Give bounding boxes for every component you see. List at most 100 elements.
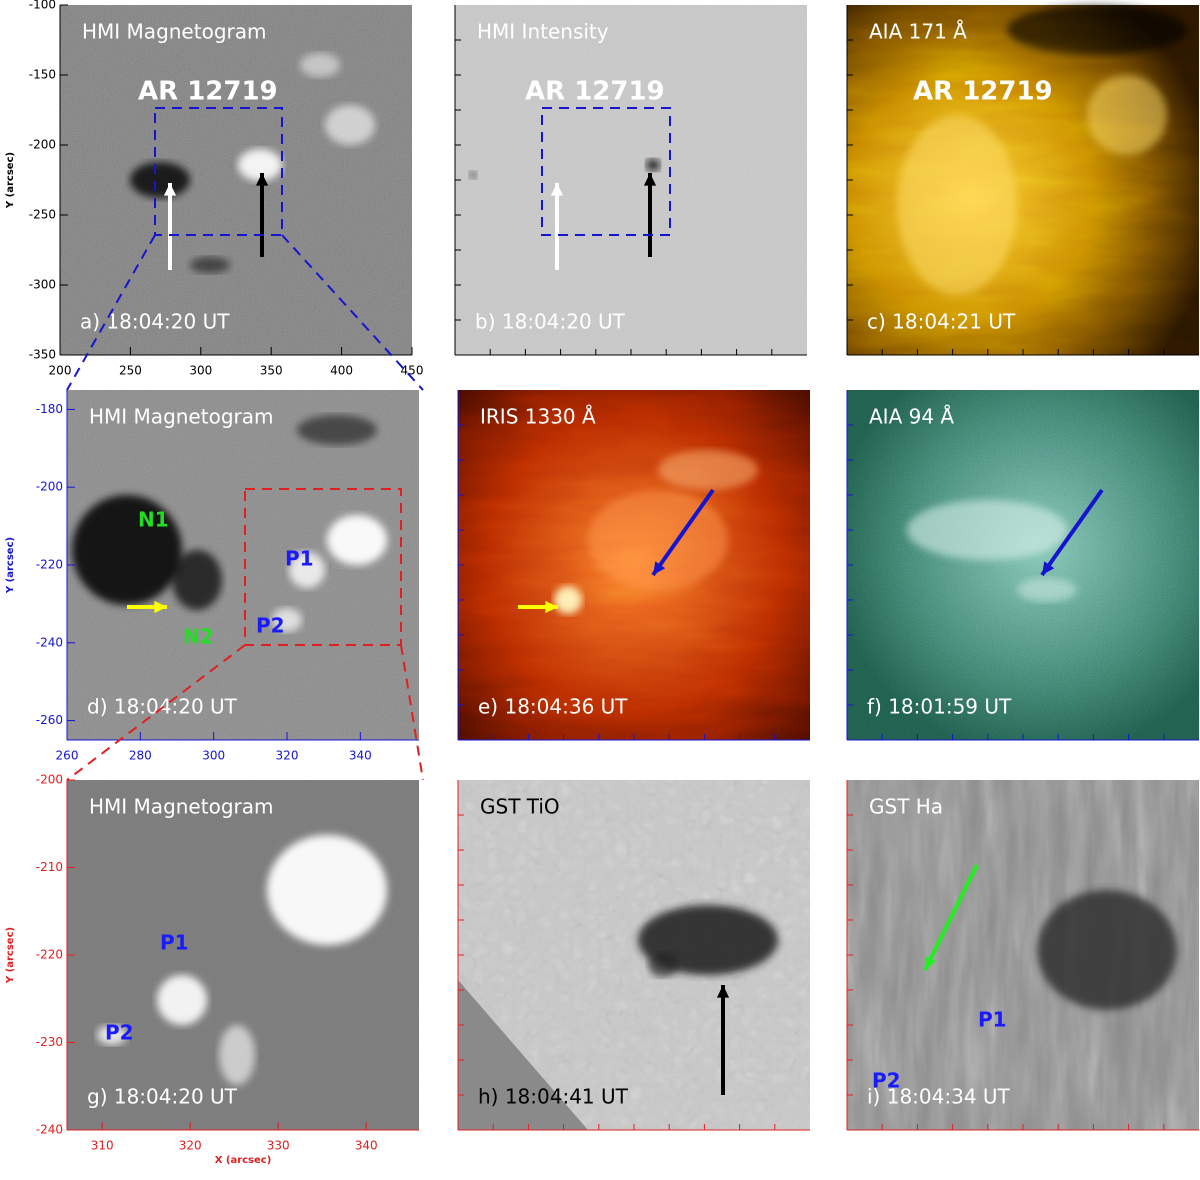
panel	[67, 390, 419, 740]
panel-time: e) 18:04:36 UT	[478, 695, 628, 719]
feature	[1087, 75, 1167, 155]
y-tick-label: -210	[36, 860, 63, 874]
panel-title: GST TiO	[480, 795, 560, 819]
panel-time: g) 18:04:20 UT	[87, 1085, 238, 1109]
feature	[297, 415, 377, 445]
feature	[327, 515, 387, 565]
feature	[172, 550, 222, 610]
y-axis-label: Y (arcsec)	[5, 537, 16, 594]
arrow-head	[716, 985, 730, 998]
region-label: P1	[978, 1008, 1007, 1032]
region-label: AR 12719	[138, 77, 278, 107]
feature	[648, 953, 678, 977]
zoom-outline	[281, 234, 424, 391]
x-tick-label: 450	[401, 364, 424, 378]
feature	[554, 586, 582, 614]
y-tick-label: -200	[36, 480, 63, 494]
x-tick-label: 250	[119, 364, 142, 378]
y-tick-label: -240	[36, 635, 63, 649]
y-tick-label: -250	[29, 208, 56, 222]
feature	[907, 500, 1067, 560]
feature	[469, 171, 477, 179]
x-tick-label: 350	[260, 364, 283, 378]
feature	[238, 149, 282, 181]
region-label: AR 12719	[525, 77, 665, 107]
panel	[455, 5, 807, 355]
feature	[658, 450, 758, 490]
region-label: P2	[872, 1069, 901, 1093]
x-tick-label: 320	[276, 749, 299, 763]
x-tick-label: 260	[56, 749, 79, 763]
x-tick-label: 300	[189, 364, 212, 378]
y-tick-label: -150	[29, 68, 56, 82]
arrow-shaft	[651, 488, 715, 577]
x-tick-label: 280	[129, 749, 152, 763]
region-label: P1	[160, 931, 189, 955]
zoom-outline	[400, 644, 424, 781]
panel	[67, 780, 419, 1130]
feature	[289, 552, 325, 588]
arrow-head	[653, 561, 666, 575]
feature	[588, 490, 728, 590]
x-tick-label: 330	[267, 1139, 290, 1153]
feature	[130, 162, 190, 198]
feature	[190, 257, 230, 273]
arrow-head	[255, 173, 269, 186]
arrow-head	[1042, 561, 1055, 575]
panel-time: f) 18:01:59 UT	[867, 695, 1012, 719]
arrow-head	[154, 600, 167, 614]
y-tick-label: -260	[36, 713, 63, 727]
feature	[1037, 890, 1177, 1010]
x-axis-label: X (arcsec)	[215, 1155, 272, 1166]
region-label: P2	[105, 1021, 134, 1045]
feature	[1017, 578, 1077, 602]
panel-texture	[455, 5, 807, 355]
x-tick-label: 200	[49, 364, 72, 378]
arrow-head	[925, 956, 937, 970]
panel-time: h) 18:04:41 UT	[478, 1085, 629, 1109]
panel-title: GST Ha	[869, 795, 943, 819]
feature	[300, 53, 340, 77]
panel-time: i) 18:04:34 UT	[867, 1085, 1011, 1109]
y-tick-label: -240	[36, 1123, 63, 1137]
panel-texture	[60, 5, 412, 355]
region-label: N2	[183, 625, 214, 649]
panel	[847, 780, 1199, 1130]
panel-time: c) 18:04:21 UT	[867, 310, 1016, 334]
panel-title: HMI Intensity	[477, 20, 609, 44]
y-tick-label: -220	[36, 558, 63, 572]
y-tick-label: -230	[36, 1035, 63, 1049]
feature	[1007, 5, 1187, 55]
y-tick-label: -100	[29, 0, 56, 12]
x-tick-label: 320	[179, 1139, 202, 1153]
panel	[458, 780, 810, 1130]
x-tick-label: 310	[91, 1139, 114, 1153]
panel-texture	[847, 390, 1199, 740]
arrow-head	[550, 183, 564, 196]
feature	[97, 1025, 127, 1045]
y-axis-label: Y (arcsec)	[5, 927, 16, 984]
panel	[458, 390, 810, 740]
panel-title: HMI Magnetogram	[82, 20, 266, 44]
region-label: P1	[285, 547, 314, 571]
y-axis-label: Y (arcsec)	[5, 152, 16, 209]
y-tick-label: -350	[29, 348, 56, 362]
y-tick-label: -200	[36, 773, 63, 787]
feature	[157, 975, 207, 1025]
feature	[267, 835, 387, 945]
feature	[219, 1025, 255, 1085]
panel	[60, 5, 412, 355]
panel-time: b) 18:04:20 UT	[475, 310, 626, 334]
panel	[847, 5, 1199, 355]
region-label: AR 12719	[913, 77, 1053, 107]
arrow-head	[643, 173, 657, 186]
arrow-shaft	[1040, 488, 1104, 577]
field-edge	[458, 980, 588, 1130]
x-tick-label: 340	[349, 749, 372, 763]
y-tick-label: -220	[36, 948, 63, 962]
region-label: P2	[256, 614, 285, 638]
feature	[272, 608, 302, 632]
panel-title: AIA 171 Å	[869, 20, 967, 44]
x-tick-label: 400	[330, 364, 353, 378]
